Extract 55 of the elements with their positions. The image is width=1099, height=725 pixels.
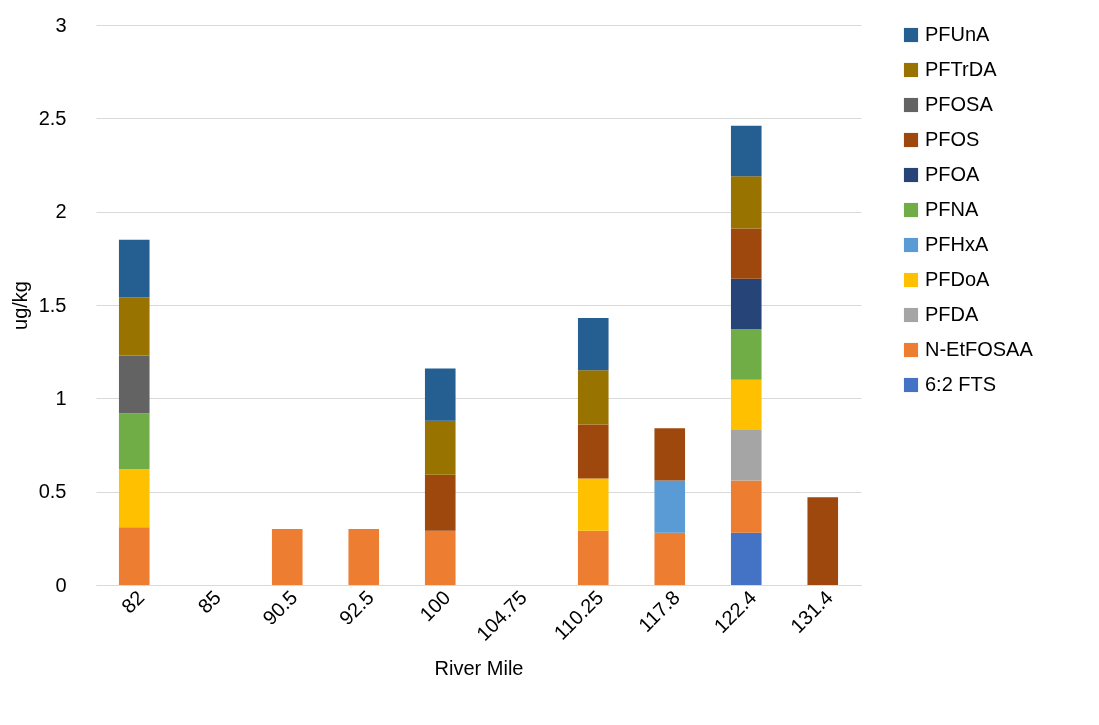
- bar: [654, 480, 686, 533]
- legend-label: PFOA: [925, 163, 981, 185]
- y-tick-label: 0.5: [38, 480, 67, 503]
- y-tick-label: 2: [55, 200, 67, 223]
- y-tick-label: 2.5: [38, 106, 67, 129]
- bar: [424, 474, 456, 531]
- x-tick-label: 100: [415, 586, 455, 626]
- bar: [730, 379, 762, 431]
- bar: [577, 478, 609, 531]
- bar: [424, 368, 456, 421]
- y-tick-label: 3: [55, 13, 67, 36]
- x-tick-label: 85: [193, 586, 225, 618]
- bar: [118, 239, 150, 298]
- bar: [654, 532, 686, 585]
- legend-label: N-EtFOSAA: [925, 338, 1034, 360]
- bar: [730, 278, 762, 330]
- bar: [730, 228, 762, 279]
- bar: [577, 530, 609, 585]
- bar: [730, 125, 762, 177]
- bar: [730, 532, 762, 585]
- bar: [730, 480, 762, 533]
- bar: [118, 469, 150, 528]
- legend-label: PFDoA: [925, 268, 991, 290]
- bar: [807, 497, 839, 585]
- bar: [118, 355, 150, 414]
- x-tick-label: 92.5: [334, 586, 378, 630]
- legend-label: 6:2 FTS: [925, 373, 997, 395]
- legend-label: PFNA: [925, 198, 979, 220]
- legend-label: PFDA: [925, 303, 979, 325]
- bar: [118, 413, 150, 470]
- y-tick-label: 1: [55, 386, 67, 409]
- bar: [577, 318, 609, 371]
- legend-label: PFHxA: [925, 233, 989, 255]
- legend-label: PFUnA: [925, 23, 991, 45]
- bar: [730, 430, 762, 481]
- bar: [271, 529, 303, 585]
- bar: [348, 529, 380, 585]
- y-axis-title: ug/kg: [8, 281, 31, 330]
- bar: [577, 424, 609, 479]
- bar: [118, 527, 150, 585]
- bar: [730, 329, 762, 380]
- bar: [730, 176, 762, 229]
- x-tick-label: 90.5: [258, 586, 302, 630]
- bar: [424, 530, 456, 585]
- legend-label: PFTrDA: [925, 58, 998, 80]
- bar: [654, 428, 686, 481]
- bar: [118, 297, 150, 356]
- y-tick-label: 0: [55, 573, 67, 596]
- y-tick-label: 1.5: [38, 293, 67, 316]
- x-axis-title: River Mile: [434, 656, 524, 679]
- x-tick-label: 82: [117, 586, 149, 618]
- legend-label: PFOSA: [925, 93, 994, 115]
- bar: [577, 370, 609, 425]
- bar: [424, 420, 456, 475]
- legend-label: PFOS: [925, 128, 980, 150]
